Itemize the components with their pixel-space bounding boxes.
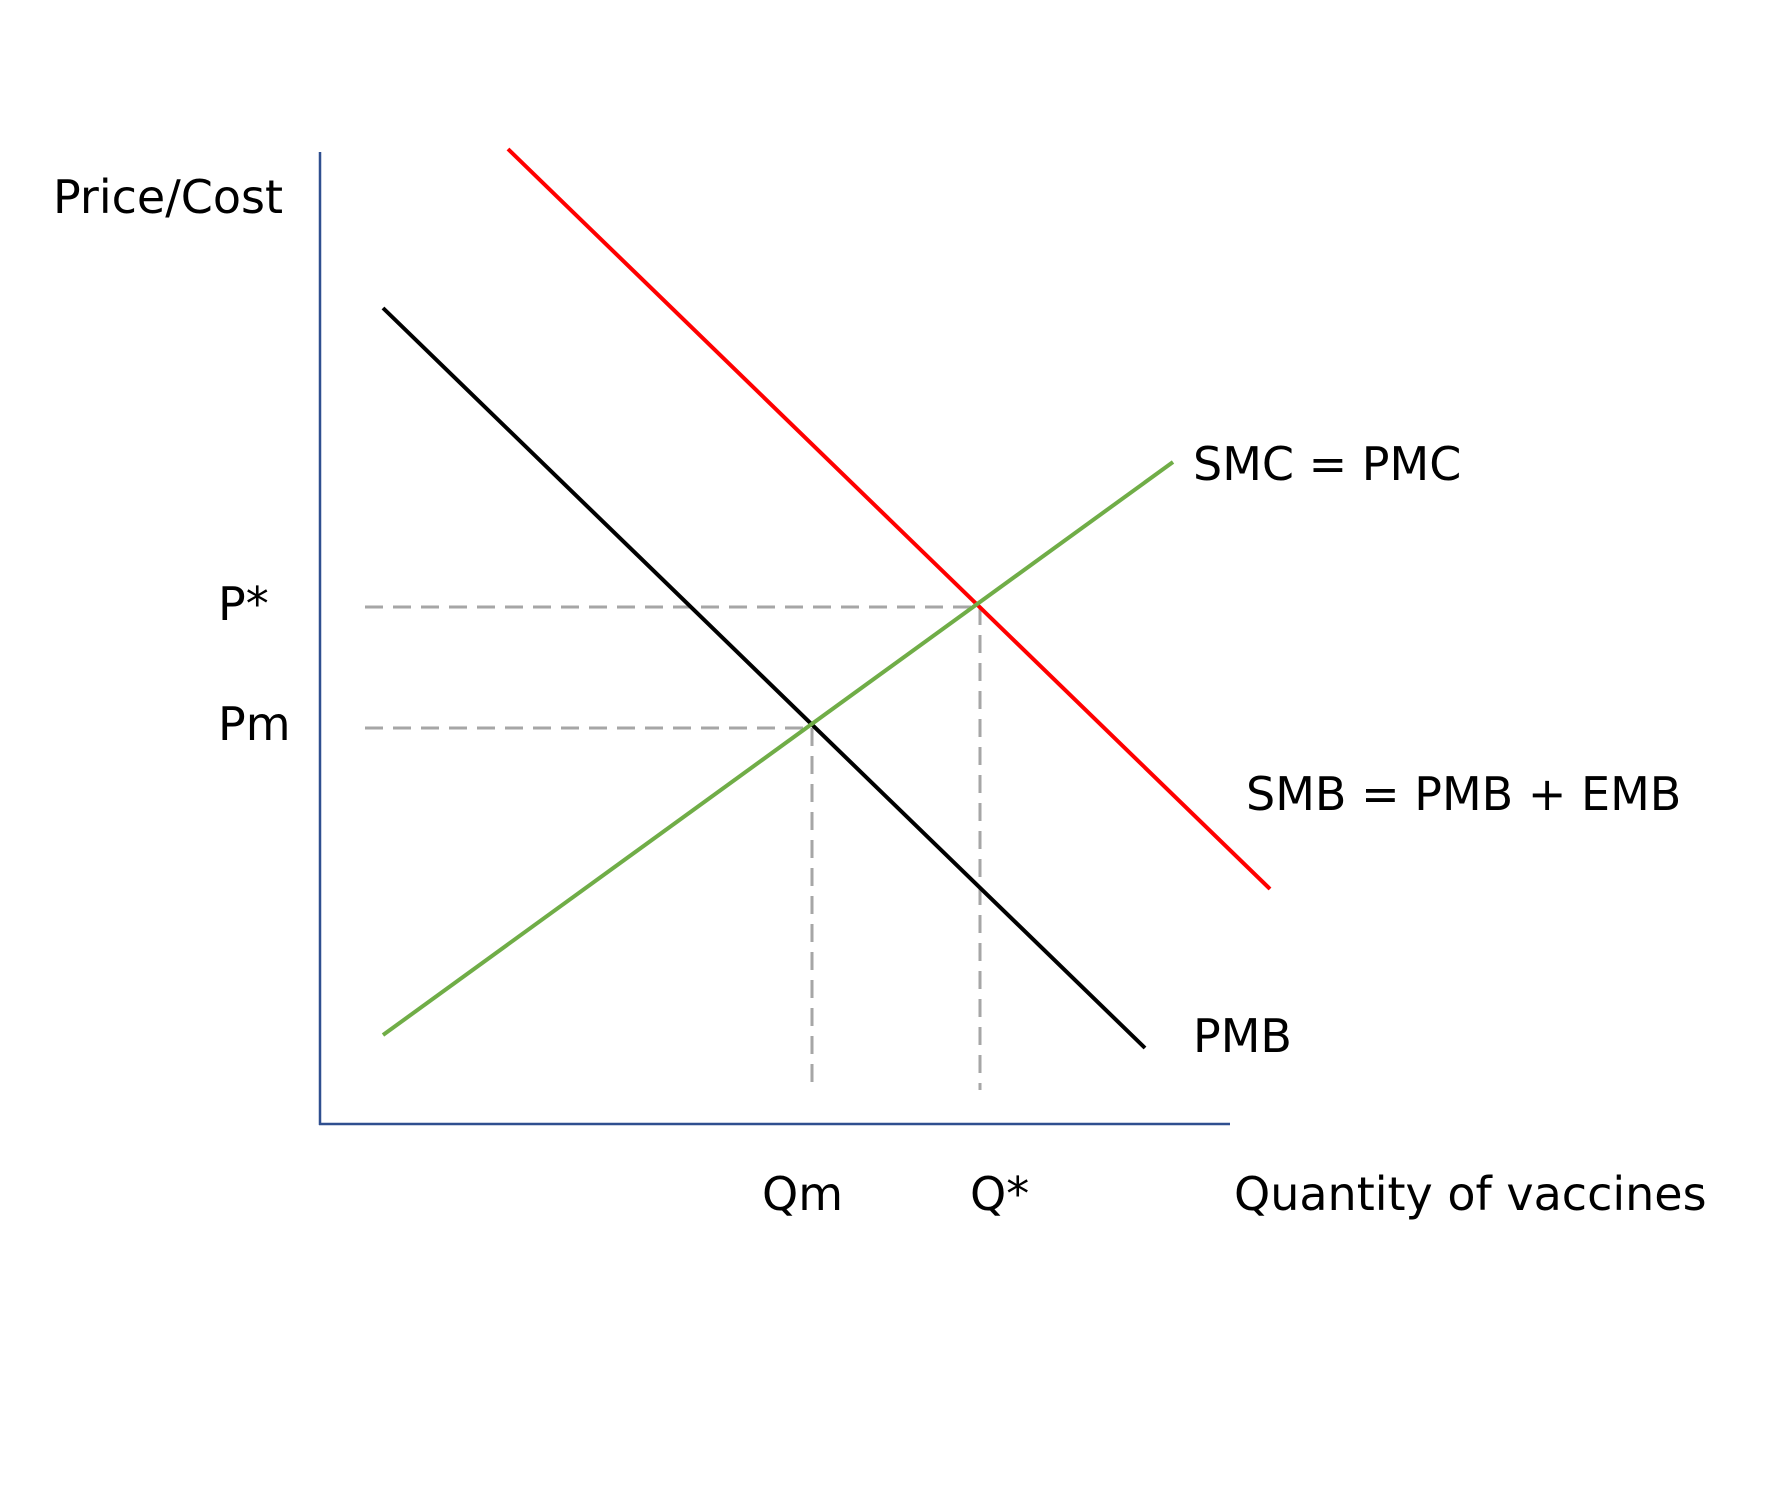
pmb-curve	[381, 306, 1147, 1050]
x-axis-label: Quantity of vaccines	[1234, 1167, 1707, 1221]
p-m-label: Pm	[218, 697, 291, 751]
p-star-label: P*	[218, 577, 269, 631]
smb-curve	[506, 147, 1272, 891]
smc-pmc-curve	[381, 460, 1175, 1037]
q-star-label: Q*	[970, 1167, 1029, 1221]
y-axis-label: Price/Cost	[53, 170, 283, 224]
pmb-label: PMB	[1193, 1009, 1292, 1063]
smb-label: SMB = PMB + EMB	[1246, 767, 1681, 821]
q-m-label: Qm	[762, 1167, 843, 1221]
smc-pmc-label: SMC = PMC	[1193, 437, 1461, 491]
